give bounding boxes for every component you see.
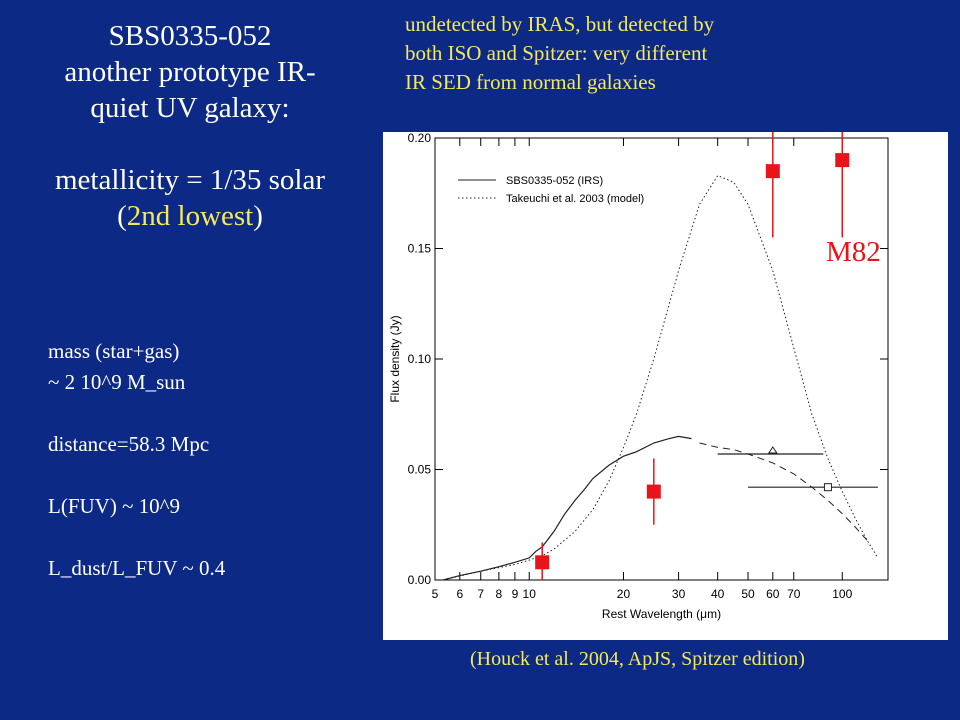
lowest-note: (2nd lowest) bbox=[0, 198, 380, 234]
y-tick-label: 0.15 bbox=[408, 242, 432, 256]
x-tick-label: 9 bbox=[512, 587, 519, 601]
x-tick-label: 7 bbox=[477, 587, 484, 601]
lowest-close-paren: ) bbox=[253, 200, 263, 232]
x-tick-label: 50 bbox=[741, 587, 755, 601]
x-tick-label: 6 bbox=[456, 587, 463, 601]
measurement-square bbox=[823, 483, 832, 492]
details-list: mass (star+gas) ~ 2 10^9 M_sun distance=… bbox=[48, 336, 225, 584]
slide-title: SBS0335-052 bbox=[108, 20, 272, 52]
y-tick-label: 0.05 bbox=[408, 463, 432, 477]
series-dashed-line bbox=[699, 442, 868, 541]
m82-point bbox=[535, 555, 550, 570]
y-tick-label: 0.10 bbox=[408, 352, 432, 366]
y-tick-label: 0.00 bbox=[408, 573, 432, 587]
x-tick-label: 30 bbox=[672, 587, 686, 601]
x-tick-label: 10 bbox=[523, 587, 537, 601]
subtitle-line-1: another prototype IR- bbox=[64, 56, 316, 88]
x-tick-label: 70 bbox=[787, 587, 801, 601]
m82-point bbox=[765, 164, 780, 179]
m82-label: M82 bbox=[826, 236, 881, 268]
legend-label: Takeuchi et al. 2003 (model) bbox=[506, 193, 644, 205]
x-tick-label: 40 bbox=[711, 587, 725, 601]
x-tick-label: 5 bbox=[432, 587, 439, 601]
sed-plot-panel: 5 6 7 8 9 10 20 30 40 50 60 70 100 0.00 0.05 0.10 0.15 0.… bbox=[383, 118, 948, 640]
metallicity-text: metallicity = 1/35 solar bbox=[54, 164, 326, 196]
ldust-text: L_dust/L_FUV ~ 0.4 bbox=[48, 556, 226, 580]
note-line-1: undetected by IRAS, but detected by bbox=[405, 12, 715, 36]
x-tick-label: 20 bbox=[617, 587, 631, 601]
x-tick-label: 8 bbox=[496, 587, 503, 601]
y-tick-label: 0.20 bbox=[408, 132, 432, 145]
m82-point bbox=[835, 153, 850, 168]
lowest-open-paren: ( bbox=[117, 200, 127, 232]
y-axis-label: Flux density (Jy) bbox=[388, 315, 402, 402]
plot-frame bbox=[434, 137, 889, 581]
measurement-triangle bbox=[767, 446, 778, 454]
legend-label: SBS0335-052 (IRS) bbox=[506, 175, 603, 187]
x-tick-label: 60 bbox=[766, 587, 780, 601]
citation-text: (Houck et al. 2004, ApJS, Spitzer editio… bbox=[470, 648, 805, 670]
series-solid-line bbox=[442, 435, 692, 581]
title-block: SBS0335-052 another prototype IR- quiet … bbox=[0, 18, 380, 234]
mass-line-2: ~ 2 10^9 M_sun bbox=[48, 370, 186, 394]
iras-note: undetected by IRAS, but detected by both… bbox=[405, 10, 925, 97]
note-line-2: both ISO and Spitzer: very different bbox=[405, 41, 708, 65]
mass-line-1: mass (star+gas) bbox=[48, 339, 180, 363]
x-axis-label: Rest Wavelength (μm) bbox=[602, 607, 721, 621]
sed-chart: 5 6 7 8 9 10 20 30 40 50 60 70 100 0.00 0.05 0.10 0.15 0.… bbox=[388, 118, 889, 621]
series-dotted-line bbox=[442, 174, 879, 581]
lowest-text: 2nd lowest bbox=[126, 200, 254, 232]
distance-text: distance=58.3 Mpc bbox=[48, 432, 210, 456]
note-line-3: IR SED from normal galaxies bbox=[405, 70, 656, 94]
subtitle-line-2: quiet UV galaxy: bbox=[90, 92, 290, 124]
x-tick-label: 100 bbox=[832, 587, 852, 601]
m82-point bbox=[646, 484, 661, 499]
lfuv-text: L(FUV) ~ 10^9 bbox=[48, 494, 181, 518]
